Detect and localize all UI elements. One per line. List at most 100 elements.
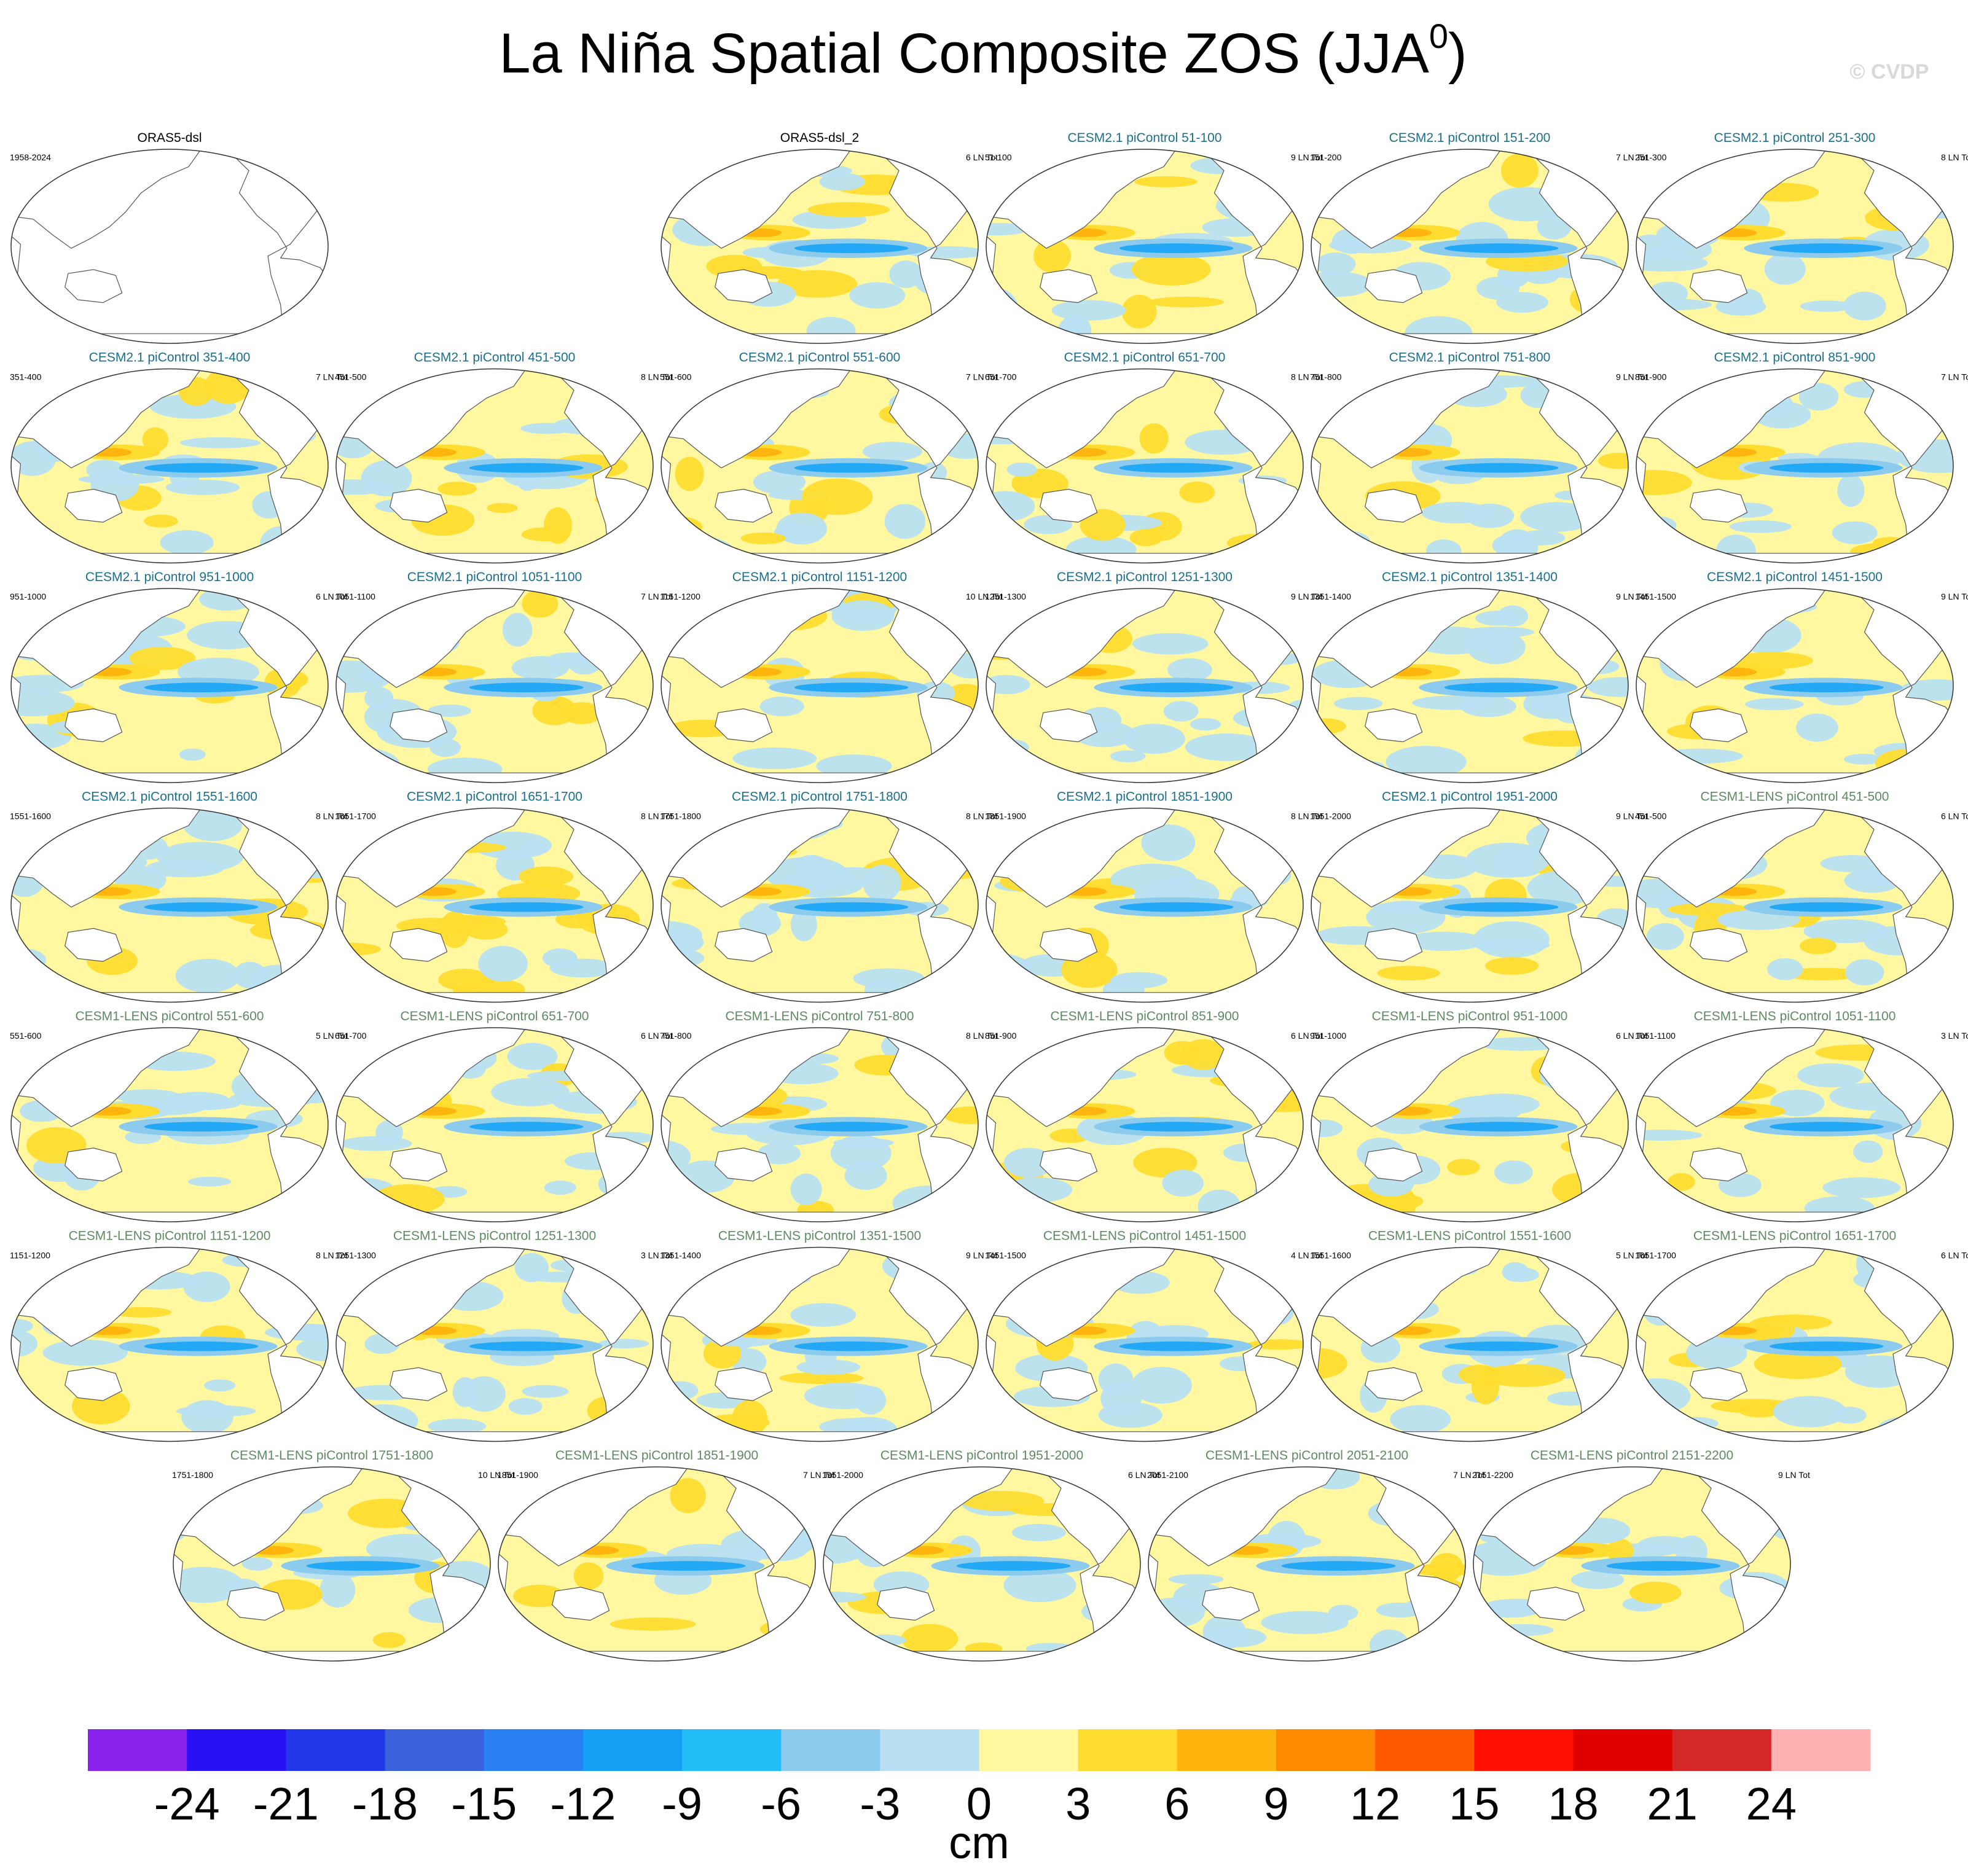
map-panel: ORAS5-dsl 1958-2024 xyxy=(10,131,329,344)
map xyxy=(11,1247,328,1442)
anomaly-patch xyxy=(816,754,892,778)
anomaly-patch xyxy=(804,1382,884,1410)
panel-title: CESM2.1 piControl 1151-1200 xyxy=(732,570,907,584)
anomaly-patch xyxy=(1119,463,1234,473)
anomaly-patch xyxy=(1315,252,1356,276)
land xyxy=(1040,708,1098,743)
map xyxy=(986,1247,1303,1442)
period-label: 2151-2200 xyxy=(1472,1470,1513,1480)
colorbar-tick-label: -24 xyxy=(154,1778,220,1829)
anomaly-patch xyxy=(241,1557,273,1571)
figure-title: La Niña Spatial Composite ZOS (JJA0) xyxy=(499,17,1467,85)
anomaly-patch xyxy=(710,1123,783,1135)
count-label: 9 LN Tot xyxy=(1941,592,1968,601)
period-label: 1251-1300 xyxy=(985,592,1026,601)
map-panel: CESM2.1 piControl 1751-1800 1751-1800 8 LN… xyxy=(660,790,998,1003)
land xyxy=(552,1587,610,1621)
map-panel: CESM2.1 piControl 751-800 751-800 9 LN Tot xyxy=(1310,351,1648,564)
anomaly-patch xyxy=(1129,529,1162,547)
anomaly-patch xyxy=(1832,521,1878,545)
anomaly-patch xyxy=(1390,1405,1451,1434)
anomaly-patch xyxy=(627,380,653,394)
anomaly-patch xyxy=(1132,633,1209,655)
colorbar-box xyxy=(1771,1729,1871,1771)
anomaly-patch xyxy=(372,1632,406,1648)
title-close: ) xyxy=(1448,22,1467,85)
map xyxy=(986,369,1303,563)
anomaly-patch xyxy=(1500,154,1539,188)
anomaly-patch xyxy=(1179,481,1215,503)
panel-title: CESM2.1 piControl 1251-1300 xyxy=(1057,570,1233,584)
anomaly-patch xyxy=(1131,1367,1192,1404)
map xyxy=(336,1247,653,1442)
panel-title: CESM1-LENS piControl 1651-1700 xyxy=(1693,1229,1896,1243)
anomaly-patch xyxy=(522,590,559,618)
land xyxy=(65,708,123,743)
period-label: 851-900 xyxy=(985,1031,1017,1041)
panel-title: CESM1-LENS piControl 1151-1200 xyxy=(69,1229,271,1243)
anomaly-patch xyxy=(1261,1611,1349,1635)
anomaly-patch xyxy=(1668,1173,1695,1191)
anomaly-patch xyxy=(469,1341,584,1351)
anomaly-patch xyxy=(306,1561,421,1571)
map xyxy=(336,808,653,1002)
land xyxy=(715,1367,773,1401)
colorbar-box xyxy=(187,1729,286,1771)
count-label: 7 LN Tot xyxy=(316,372,348,382)
map-panel: CESM2.1 piControl 551-600 551-600 7 LN Tot xyxy=(660,351,998,564)
map-panel: CESM1-LENS piControl 751-800 751-800 8 LN … xyxy=(660,1009,998,1222)
anomaly-patch xyxy=(1369,1629,1409,1661)
anomaly-patch xyxy=(1686,1336,1747,1369)
anomaly-patch xyxy=(960,1200,978,1218)
map xyxy=(11,149,328,343)
anomaly-patch xyxy=(1409,1563,1465,1576)
colorbar-tick-label: 24 xyxy=(1746,1778,1797,1829)
anomaly-patch xyxy=(1636,470,1692,496)
anomaly-patch xyxy=(1843,291,1886,321)
period-label: 1551-1600 xyxy=(1310,1251,1351,1260)
anomaly-patch xyxy=(1311,528,1370,553)
anomaly-patch xyxy=(1181,1039,1225,1070)
anomaly-patch xyxy=(751,902,778,932)
map-panel: CESM1-LENS piControl 1351-1500 1351-1400 9… xyxy=(660,1229,998,1442)
land xyxy=(715,269,773,303)
colorbar-unit: cm xyxy=(949,1817,1009,1868)
colorbar-tick-label: 9 xyxy=(1263,1778,1288,1829)
map-panel: CESM1-LENS piControl 1551-1600 1551-1600 5… xyxy=(1310,1229,1648,1442)
map-panel: CESM2.1 piControl 251-300 251-300 8 LN Tot xyxy=(1635,131,1968,344)
anomaly-patch xyxy=(627,751,653,777)
anomaly-patch xyxy=(1769,682,1884,693)
anomaly-patch xyxy=(181,1400,233,1434)
anomaly-patch xyxy=(1652,544,1690,560)
anomaly-patch xyxy=(1421,502,1492,524)
anomaly-patch xyxy=(1119,1341,1234,1351)
anomaly-patch xyxy=(1899,679,1953,701)
anomaly-patch xyxy=(1148,1620,1173,1655)
period-label: 751-800 xyxy=(660,1031,692,1041)
anomaly-patch xyxy=(280,380,318,391)
period-label: 451-500 xyxy=(335,372,367,382)
count-label: 8 LN Tot xyxy=(1291,811,1323,821)
map-outline xyxy=(1148,1466,1466,1662)
anomaly-patch xyxy=(1877,1417,1934,1442)
period-label: 51-100 xyxy=(985,152,1012,162)
map xyxy=(661,369,978,563)
anomaly-patch xyxy=(144,1122,259,1132)
panel-title: ORAS5-dsl xyxy=(137,131,202,145)
anomaly-patch xyxy=(1822,1177,1901,1198)
anomaly-patch xyxy=(1769,243,1884,254)
map-outline xyxy=(335,368,654,564)
anomaly-patch xyxy=(1875,749,1935,777)
map-outline xyxy=(1636,1246,1954,1442)
anomaly-patch xyxy=(513,1584,565,1608)
anomaly-patch xyxy=(1119,682,1234,693)
land xyxy=(715,708,773,743)
period-label: 1851-1900 xyxy=(497,1470,538,1480)
anomaly-patch xyxy=(790,908,817,942)
anomaly-patch xyxy=(1003,1177,1073,1203)
period-label: 1051-1100 xyxy=(1635,1031,1676,1041)
anomaly-patch xyxy=(336,747,400,781)
anomaly-patch xyxy=(439,911,470,948)
panel-title: CESM2.1 piControl 451-500 xyxy=(414,351,576,365)
anomaly-patch xyxy=(144,463,259,473)
